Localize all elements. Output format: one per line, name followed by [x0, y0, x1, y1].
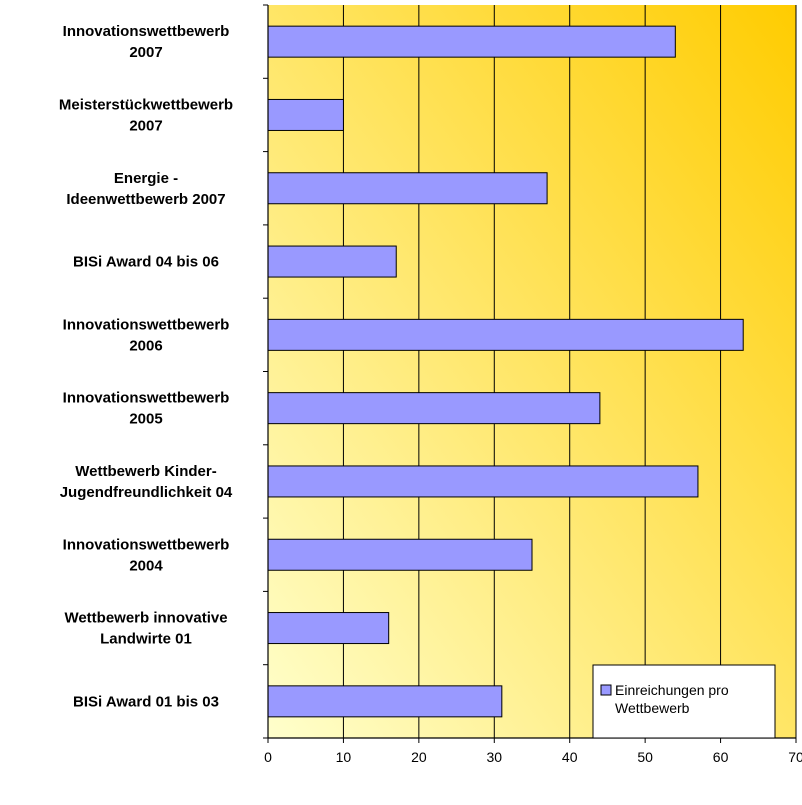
category-label: 2004 [129, 557, 163, 574]
bar [267, 685, 503, 718]
x-tick-label: 10 [336, 749, 352, 765]
bar [267, 25, 676, 58]
category-label: 2005 [129, 411, 162, 428]
category-labels: Innovationswettbewerb 2007 Meisterstückwet… [59, 23, 233, 710]
bars [267, 25, 744, 718]
bar [267, 465, 699, 498]
bar [267, 98, 344, 131]
bar [267, 392, 601, 425]
category-label: Wettbewerb Kinder- [75, 463, 216, 480]
category-label: Innovationswettbewerb [63, 23, 230, 40]
category-label: Landwirte 01 [100, 631, 192, 648]
x-tick-label: 50 [637, 749, 653, 765]
legend: Einreichungen pro Wettbewerb [592, 664, 776, 739]
category-label: Innovationswettbewerb [63, 316, 230, 333]
category-label: 2006 [129, 337, 162, 354]
x-tick-label: 20 [411, 749, 427, 765]
bar [267, 172, 548, 205]
bar [267, 612, 390, 645]
legend-label: Wettbewerb [615, 700, 690, 716]
category-label: Innovationswettbewerb [63, 536, 230, 553]
category-label: BISi Award 04 bis 06 [73, 254, 219, 271]
x-tick-label: 70 [788, 749, 802, 765]
bar [267, 245, 397, 278]
x-tick-label: 40 [562, 749, 578, 765]
category-label: 2007 [129, 117, 162, 134]
category-label: BISi Award 01 bis 03 [73, 693, 219, 710]
bar [267, 538, 533, 571]
x-tick-label: 30 [486, 749, 502, 765]
category-label: Ideenwettbewerb 2007 [66, 191, 225, 208]
bar [267, 318, 744, 351]
x-tick-labels: 0 10 20 30 40 50 60 70 [264, 749, 802, 765]
category-label: Innovationswettbewerb [63, 390, 230, 407]
category-label: 2007 [129, 44, 162, 61]
x-tick-label: 0 [264, 749, 272, 765]
category-label: Wettbewerb innovative [64, 610, 227, 627]
legend-label: Einreichungen pro [615, 682, 729, 698]
legend-swatch [600, 684, 612, 696]
category-label: Jugendfreundlichkeit 04 [60, 484, 233, 501]
legend-box [592, 664, 776, 739]
category-label: Meisterstückwettbewerb [59, 96, 233, 113]
category-label: Energie - [114, 170, 178, 187]
x-tick-label: 60 [713, 749, 729, 765]
